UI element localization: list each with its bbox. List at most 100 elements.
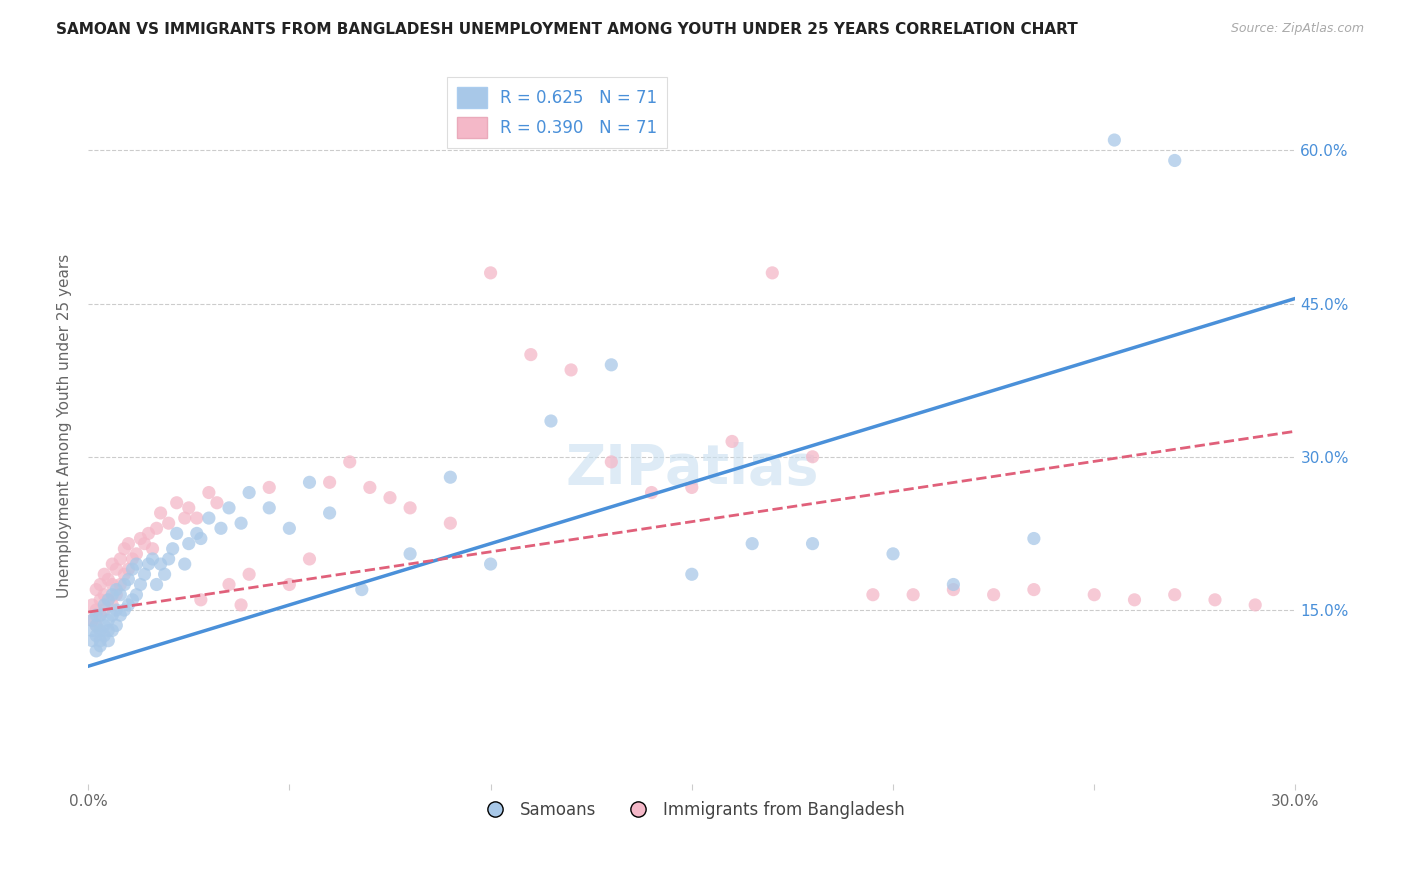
Point [89,624,111,638]
Point [97,613,120,627]
Point [882,547,904,561]
Point [198,511,221,525]
Point [1164,153,1187,168]
Point [97,592,120,607]
Point [378,491,401,505]
Point [166,496,188,510]
Point [110,608,132,623]
Point [138,526,160,541]
Point [105,582,128,597]
Point [218,500,240,515]
Point [186,526,208,541]
Point [162,541,184,556]
Point [190,532,212,546]
Point [1244,598,1267,612]
Point [298,475,321,490]
Point [101,598,124,612]
Point [138,557,160,571]
Point [640,485,662,500]
Point [84,618,107,632]
Point [1083,588,1105,602]
Point [278,577,301,591]
Point [540,414,562,428]
Point [89,577,111,591]
Point [93,588,115,602]
Point [82,624,104,638]
Point [173,557,195,571]
Point [110,588,132,602]
Point [149,557,172,571]
Point [110,577,132,591]
Point [84,582,107,597]
Point [112,541,135,556]
Point [84,608,107,623]
Point [399,547,422,561]
Point [125,588,148,602]
Point [238,485,260,500]
Point [145,577,167,591]
Point [761,266,783,280]
Point [105,603,128,617]
Point [97,624,120,638]
Point [801,536,824,550]
Point [1022,532,1045,546]
Point [198,485,221,500]
Point [121,562,143,576]
Point [93,618,115,632]
Point [105,588,128,602]
Point [298,552,321,566]
Point [101,608,124,623]
Point [741,536,763,550]
Text: Source: ZipAtlas.com: Source: ZipAtlas.com [1230,22,1364,36]
Point [721,434,744,449]
Point [190,592,212,607]
Point [101,588,124,602]
Point [205,496,228,510]
Point [318,475,340,490]
Point [84,629,107,643]
Point [101,577,124,591]
Point [125,547,148,561]
Point [82,613,104,627]
Point [93,567,115,582]
Point [209,521,232,535]
Point [84,603,107,617]
Point [166,526,188,541]
Point [89,592,111,607]
Point [157,516,180,531]
Point [983,588,1005,602]
Point [560,363,582,377]
Point [157,552,180,566]
Point [97,592,120,607]
Point [93,603,115,617]
Point [84,618,107,632]
Point [439,516,461,531]
Point [112,577,135,591]
Point [1204,592,1226,607]
Point [112,603,135,617]
Point [84,644,107,658]
Point [89,608,111,623]
Point [681,567,703,582]
Text: ZIPatlas: ZIPatlas [565,442,818,496]
Point [101,624,124,638]
Point [117,573,139,587]
Point [901,588,924,602]
Point [238,567,260,582]
Point [97,633,120,648]
Point [520,348,543,362]
Point [121,552,143,566]
Point [229,516,252,531]
Point [479,266,502,280]
Point [350,582,373,597]
Point [82,633,104,648]
Point [339,455,361,469]
Point [1123,592,1146,607]
Point [145,521,167,535]
Point [121,592,143,607]
Legend: Samoans, Immigrants from Bangladesh: Samoans, Immigrants from Bangladesh [472,794,911,825]
Point [153,567,176,582]
Point [439,470,461,484]
Point [862,588,884,602]
Point [89,639,111,653]
